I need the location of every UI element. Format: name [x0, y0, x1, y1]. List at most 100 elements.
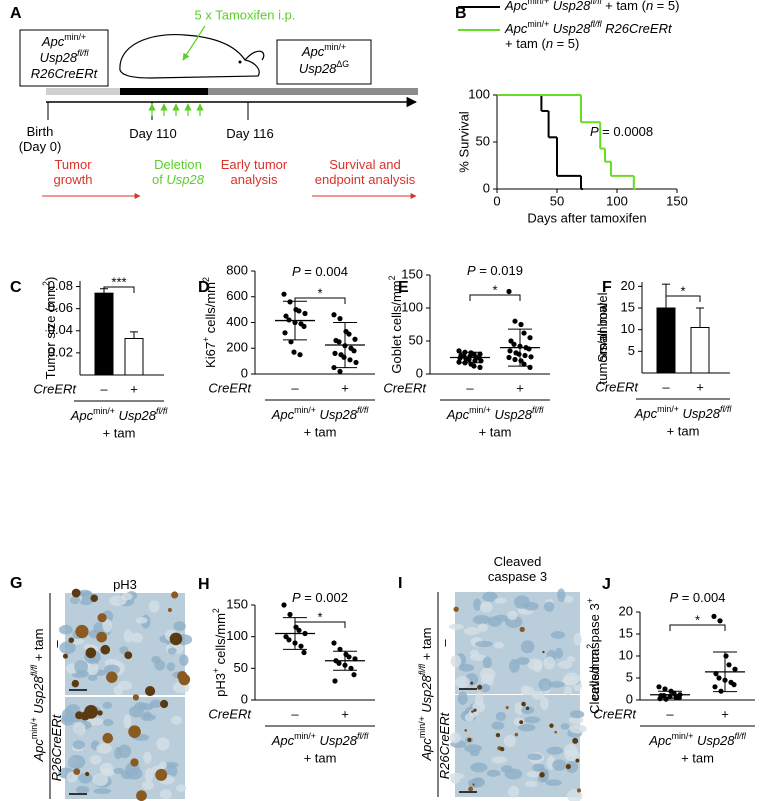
data-point [281, 291, 287, 297]
stain [106, 671, 118, 683]
treatment-label: + tam [304, 750, 337, 765]
y-tick-label: 0 [416, 365, 423, 380]
timeline-diagram [19, 25, 418, 199]
data-point [351, 672, 357, 678]
panel-letter: I [398, 575, 402, 592]
text-run: Birth [27, 124, 54, 139]
cell [449, 732, 461, 744]
mouse [119, 33, 265, 79]
cell [569, 724, 587, 734]
text-run: min/+ [324, 42, 346, 52]
data-point [287, 611, 293, 618]
cell [450, 776, 461, 784]
cell [158, 761, 168, 770]
data-point [283, 313, 289, 319]
significance-bracket [294, 297, 346, 304]
phase-label: Survival and [329, 157, 401, 172]
data-point [726, 662, 732, 668]
category-label: + [341, 380, 349, 395]
row-label: R26CreERt [437, 711, 452, 779]
text-run: Apc [419, 738, 434, 762]
text-run: + tam ( [605, 0, 646, 13]
y-axis-label: Goblet cells/mm2 [387, 275, 404, 373]
cell [148, 600, 160, 613]
cell [564, 685, 573, 696]
row-label: – [49, 640, 64, 648]
panel-letter: J [602, 576, 611, 593]
category-label: + [721, 706, 729, 721]
data-point [351, 348, 357, 354]
text-run: fl/fl [590, 19, 602, 29]
text-run: P [590, 124, 599, 139]
text-run: ΔG [336, 59, 349, 69]
cell [123, 629, 133, 643]
text-run: min/+ [64, 32, 86, 42]
y-tick-label: 0.04 [48, 322, 73, 337]
cell [66, 771, 78, 783]
text-run: min/+ [29, 717, 39, 739]
group-label: Apcmin/+ Usp28fl/fl [648, 731, 747, 748]
cell [495, 711, 507, 722]
genotype: Usp28fl/fl [40, 48, 90, 65]
timepoint-label: Day 110 [129, 126, 176, 141]
cell [114, 746, 123, 760]
text-run: R26CreERt [605, 21, 673, 36]
cell [117, 680, 133, 691]
text-run: P [292, 590, 301, 605]
data-point [506, 354, 512, 361]
data-point [731, 682, 737, 688]
cell [173, 621, 186, 632]
data-point [478, 358, 484, 364]
legend-label: + tam (n = 5) [505, 36, 579, 51]
text-run: Usp28 [319, 407, 357, 422]
text-run: ) [43, 277, 58, 281]
text-run: Apc [504, 21, 528, 36]
stain [464, 729, 468, 732]
cell [573, 632, 582, 646]
x-tick-label: 100 [606, 193, 628, 208]
text-run: Usp28 [553, 21, 591, 36]
text-run: = 0.002 [304, 590, 348, 605]
data-point [296, 627, 302, 633]
text-run: Usp28 [553, 0, 591, 13]
data-point [511, 341, 517, 347]
data-point [508, 338, 514, 344]
timepoint-label: (Day 0) [19, 139, 62, 154]
text-run: Usp28 [118, 408, 156, 423]
data-point [288, 339, 294, 345]
data-point [302, 310, 308, 317]
cell [73, 722, 86, 736]
y-tick-label: 0 [483, 180, 490, 195]
y-tick-label: 0.08 [48, 278, 73, 293]
significance: * [695, 612, 700, 627]
y-tick-label: 600 [226, 288, 248, 303]
data-point [346, 654, 352, 660]
stain [505, 706, 509, 710]
cell [93, 622, 104, 635]
genotype-label: Apcmin/+ Usp28fl/fl + tam [417, 628, 434, 762]
cell [179, 654, 189, 666]
p-value: P = 0.0008 [590, 124, 653, 139]
cell [569, 710, 585, 719]
text-run: Cleaved caspase 3 [587, 603, 602, 714]
y-tick-label: 10 [621, 321, 635, 336]
panel-letter: E [398, 279, 409, 296]
stain [132, 694, 140, 701]
text-run: pH3 [213, 673, 228, 697]
y-tick-label: 0 [241, 365, 248, 380]
text-run: R26CreERt [31, 66, 99, 81]
stain [499, 746, 505, 752]
phase-label: analysis [231, 172, 278, 187]
data-point [516, 351, 522, 357]
cell [546, 746, 564, 755]
category-label: – [100, 381, 108, 396]
text-run: P [292, 264, 301, 279]
y-axis-label: tumors/animal [595, 303, 610, 385]
cell [494, 614, 509, 622]
data-point [337, 646, 343, 652]
p-value: P = 0.019 [467, 263, 523, 278]
text-run: fl/fl [417, 663, 427, 675]
cell [482, 656, 492, 669]
data-point [656, 684, 662, 690]
